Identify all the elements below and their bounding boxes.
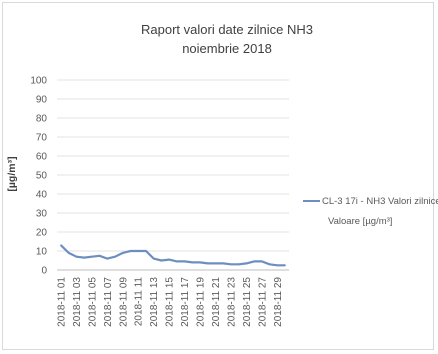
- y-tick-label: 60: [36, 152, 48, 163]
- chart-subtitle: noiembrie 2018: [182, 41, 272, 56]
- data-point: [260, 260, 263, 263]
- y-tick-label: 90: [36, 95, 48, 106]
- data-point: [106, 257, 109, 260]
- legend: CL-3 17i - NH3 Valori zilnice Valoare [µ…: [303, 196, 438, 227]
- x-tick-label: 2018-11 15: [165, 277, 176, 327]
- series-layer: [60, 244, 286, 267]
- legend-label-line-2: Valoare [µg/m³]: [328, 216, 392, 227]
- data-point: [214, 262, 217, 265]
- x-tick-label: 2018-11 17: [180, 277, 191, 327]
- y-axis-ticks: 0 10 20 30 40 50 60 70 80 90 100: [30, 76, 47, 277]
- y-tick-label: 80: [36, 114, 48, 125]
- x-tick-label: 2018-11 03: [72, 277, 83, 327]
- data-point: [206, 262, 209, 265]
- data-point: [98, 254, 101, 257]
- x-tick-label: 2018-11 01: [57, 277, 68, 327]
- x-tick-label: 2018-11 29: [273, 277, 284, 327]
- chart-frame: [2, 2, 434, 350]
- data-point: [199, 261, 201, 264]
- data-point: [168, 258, 171, 261]
- x-tick-label: 2018-11 21: [211, 277, 222, 327]
- series-line-0: [60, 244, 285, 267]
- data-point: [183, 260, 186, 263]
- y-tick-label: 50: [36, 171, 48, 182]
- data-point: [191, 261, 194, 264]
- x-tick-label: 2018-11 27: [257, 277, 268, 327]
- data-point: [137, 250, 140, 252]
- y-axis-label: [µg/m³]: [6, 156, 18, 191]
- y-tick-label: 10: [36, 247, 48, 258]
- y-tick-label: 30: [36, 209, 48, 220]
- x-axis-ticks: 2018-11 01 2018-11 03 2018-11 05 2018-11 07…: [57, 277, 284, 327]
- y-tick-label: 0: [41, 266, 47, 277]
- y-tick-label: 40: [36, 190, 48, 201]
- data-point: [253, 260, 256, 263]
- data-point: [121, 252, 124, 254]
- data-point: [237, 263, 240, 266]
- y-tick-label: 100: [30, 76, 47, 87]
- data-point: [75, 255, 78, 258]
- data-point: [67, 252, 70, 254]
- data-point: [268, 263, 271, 266]
- data-point: [60, 244, 62, 247]
- data-point: [276, 264, 279, 267]
- data-point: [152, 257, 155, 260]
- x-tick-label: 2018-11 23: [226, 277, 237, 327]
- x-tick-label: 2018-11 11: [134, 277, 145, 327]
- grid-lines: [57, 79, 289, 271]
- x-tick-label: 2018-11 07: [103, 277, 114, 327]
- data-point: [222, 262, 225, 265]
- x-tick-label: 2018-11 19: [196, 277, 207, 327]
- data-point: [160, 259, 163, 262]
- data-point: [91, 255, 93, 258]
- data-point: [114, 255, 116, 258]
- x-tick-label: 2018-11 25: [242, 277, 253, 327]
- x-tick-label: 2018-11 05: [87, 277, 98, 327]
- data-point: [245, 262, 248, 265]
- data-point: [284, 264, 286, 267]
- y-tick-label: 20: [36, 228, 48, 239]
- chart-title: Raport valori date zilnice NH3: [141, 22, 313, 37]
- x-tick-label: 2018-11 13: [149, 277, 160, 327]
- x-tick-label: 2018-11 09: [118, 277, 129, 327]
- data-point: [230, 263, 232, 266]
- data-point: [129, 250, 132, 252]
- data-point: [176, 260, 178, 263]
- y-tick-label: 70: [36, 133, 48, 144]
- legend-label-line-1: CL-3 17i - NH3 Valori zilnice: [322, 196, 438, 207]
- data-point: [145, 250, 147, 252]
- data-point: [83, 256, 86, 259]
